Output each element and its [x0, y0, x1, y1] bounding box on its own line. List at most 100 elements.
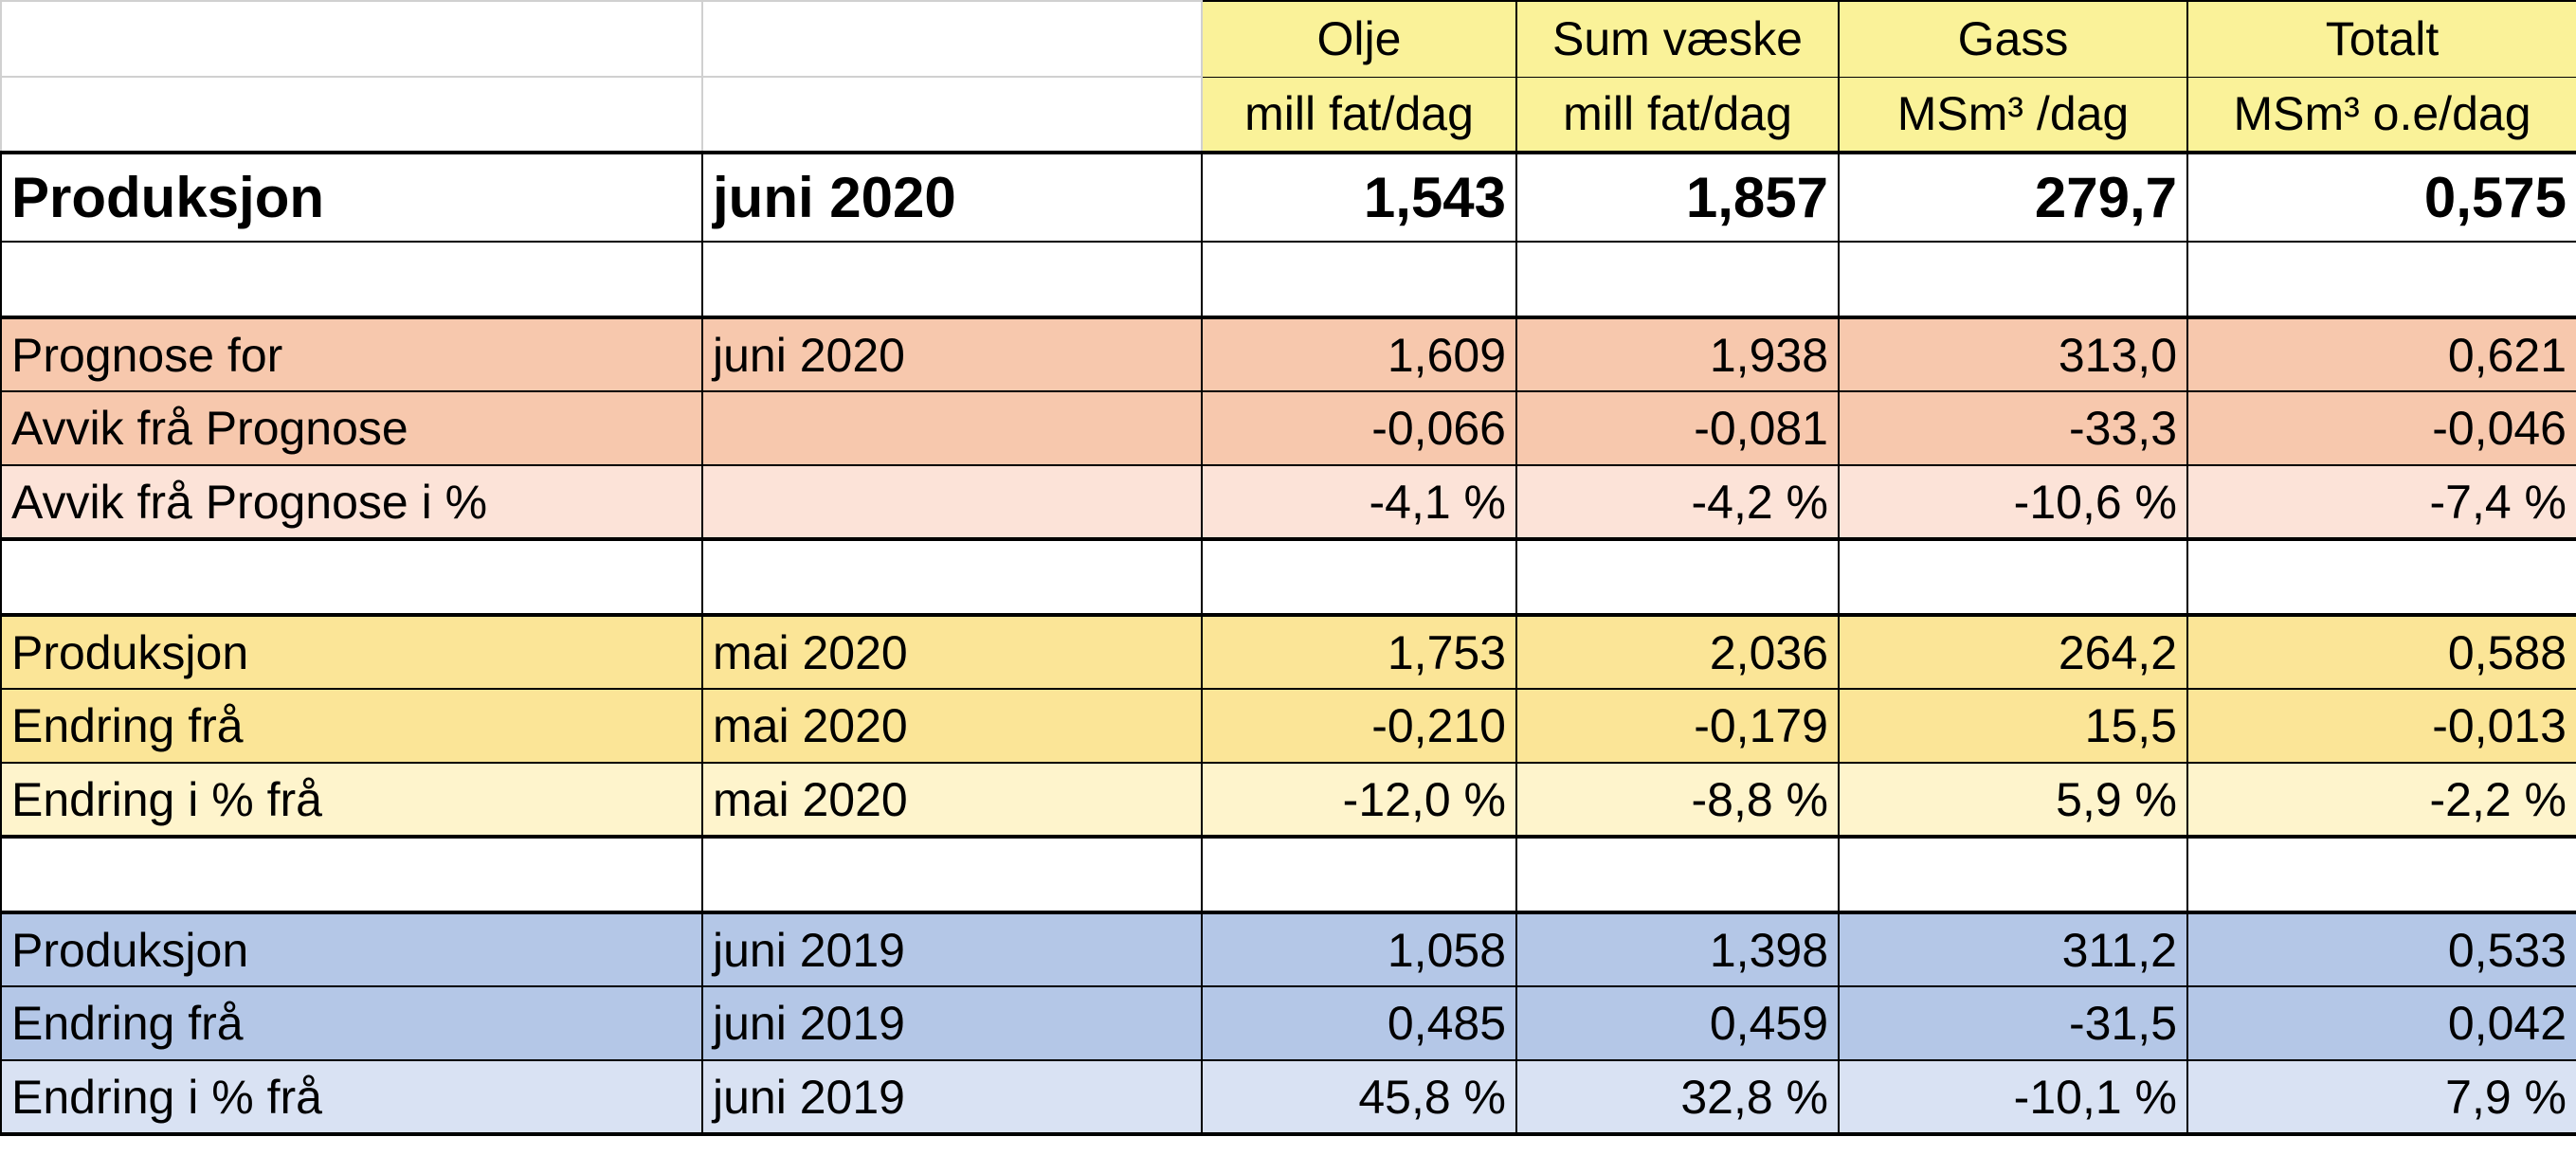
column-header-olje[interactable]: Olje [1201, 0, 1517, 78]
row-label[interactable]: Avvik frå Prognose i % [0, 464, 703, 541]
value-sum-vaeske[interactable]: 2,036 [1515, 614, 1840, 690]
empty-cell[interactable] [701, 241, 1203, 319]
value-sum-vaeske[interactable]: 1,398 [1515, 911, 1840, 987]
value-totalt[interactable]: 0,575 [2186, 151, 2576, 243]
value-gass[interactable]: 311,2 [1838, 911, 2188, 987]
value-olje[interactable]: -4,1 % [1201, 464, 1517, 541]
value-gass[interactable]: 313,0 [1838, 316, 2188, 392]
value-sum-vaeske[interactable]: -0,179 [1515, 688, 1840, 764]
value-olje[interactable]: 45,8 % [1201, 1059, 1517, 1136]
value-gass[interactable]: 5,9 % [1838, 762, 2188, 839]
row-period[interactable]: juni 2020 [701, 151, 1203, 243]
header-row-units: mill fat/dag mill fat/dag MSm³ /dag MSm³… [0, 76, 2576, 154]
empty-cell[interactable] [1515, 538, 1840, 617]
row-period[interactable]: juni 2019 [701, 1059, 1203, 1136]
row-period[interactable]: juni 2019 [701, 985, 1203, 1061]
table-row: Prognose for juni 2020 1,609 1,938 313,0… [0, 316, 2576, 392]
table-row: Produksjon mai 2020 1,753 2,036 264,2 0,… [0, 614, 2576, 690]
header-empty-cell[interactable] [701, 0, 1203, 78]
value-sum-vaeske[interactable]: 1,857 [1515, 151, 1840, 243]
value-gass[interactable]: -10,6 % [1838, 464, 2188, 541]
empty-cell[interactable] [1201, 538, 1517, 617]
value-olje[interactable]: 1,609 [1201, 316, 1517, 392]
value-olje[interactable]: 0,485 [1201, 985, 1517, 1061]
empty-cell[interactable] [1838, 241, 2188, 319]
value-gass[interactable]: -31,5 [1838, 985, 2188, 1061]
value-sum-vaeske[interactable]: -0,081 [1515, 390, 1840, 466]
value-sum-vaeske[interactable]: -4,2 % [1515, 464, 1840, 541]
empty-cell[interactable] [0, 241, 703, 319]
table-row: Endring frå juni 2019 0,485 0,459 -31,5 … [0, 985, 2576, 1061]
value-totalt[interactable]: 0,533 [2186, 911, 2576, 987]
value-sum-vaeske[interactable]: 0,459 [1515, 985, 1840, 1061]
value-totalt[interactable]: -7,4 % [2186, 464, 2576, 541]
value-olje[interactable]: -0,210 [1201, 688, 1517, 764]
row-label[interactable]: Endring i % frå [0, 762, 703, 839]
empty-cell[interactable] [2186, 241, 2576, 319]
empty-cell[interactable] [701, 836, 1203, 914]
row-period[interactable] [701, 390, 1203, 466]
empty-cell[interactable] [2186, 836, 2576, 914]
empty-cell[interactable] [1515, 836, 1840, 914]
table-row: Produksjon juni 2019 1,058 1,398 311,2 0… [0, 911, 2576, 987]
empty-cell[interactable] [0, 836, 703, 914]
row-label[interactable]: Produksjon [0, 911, 703, 987]
value-sum-vaeske[interactable]: 32,8 % [1515, 1059, 1840, 1136]
value-olje[interactable]: -0,066 [1201, 390, 1517, 466]
value-gass[interactable]: 279,7 [1838, 151, 2188, 243]
header-empty-cell[interactable] [0, 0, 703, 78]
header-empty-cell[interactable] [701, 76, 1203, 154]
header-row-names: Olje Sum væske Gass Totalt [0, 0, 2576, 78]
row-label[interactable]: Prognose for [0, 316, 703, 392]
value-gass[interactable]: -10,1 % [1838, 1059, 2188, 1136]
value-olje[interactable]: 1,753 [1201, 614, 1517, 690]
row-period[interactable] [701, 464, 1203, 541]
value-gass[interactable]: -33,3 [1838, 390, 2188, 466]
value-totalt[interactable]: 0,042 [2186, 985, 2576, 1061]
column-header-sum-vaeske[interactable]: Sum væske [1515, 0, 1840, 78]
value-totalt[interactable]: 0,588 [2186, 614, 2576, 690]
empty-cell[interactable] [1838, 836, 2188, 914]
table-row: Endring i % frå juni 2019 45,8 % 32,8 % … [0, 1059, 2576, 1136]
column-unit-gass[interactable]: MSm³ /dag [1838, 76, 2188, 154]
column-header-totalt[interactable]: Totalt [2186, 0, 2576, 78]
value-gass[interactable]: 15,5 [1838, 688, 2188, 764]
value-totalt[interactable]: -2,2 % [2186, 762, 2576, 839]
row-period[interactable]: juni 2019 [701, 911, 1203, 987]
value-sum-vaeske[interactable]: 1,938 [1515, 316, 1840, 392]
row-label[interactable]: Produksjon [0, 151, 703, 243]
row-label[interactable]: Endring frå [0, 688, 703, 764]
empty-cell[interactable] [1201, 241, 1517, 319]
value-totalt[interactable]: 0,621 [2186, 316, 2576, 392]
empty-cell[interactable] [2186, 538, 2576, 617]
value-olje[interactable]: 1,543 [1201, 151, 1517, 243]
header-empty-cell[interactable] [0, 76, 703, 154]
empty-cell[interactable] [1201, 836, 1517, 914]
value-totalt[interactable]: -0,013 [2186, 688, 2576, 764]
column-unit-totalt[interactable]: MSm³ o.e/dag [2186, 76, 2576, 154]
value-gass[interactable]: 264,2 [1838, 614, 2188, 690]
table-row: Endring i % frå mai 2020 -12,0 % -8,8 % … [0, 762, 2576, 839]
value-totalt[interactable]: -0,046 [2186, 390, 2576, 466]
empty-cell[interactable] [701, 538, 1203, 617]
empty-cell[interactable] [0, 538, 703, 617]
row-label[interactable]: Produksjon [0, 614, 703, 690]
spacer-row [0, 836, 2576, 914]
empty-cell[interactable] [1838, 538, 2188, 617]
column-unit-sum-vaeske[interactable]: mill fat/dag [1515, 76, 1840, 154]
value-sum-vaeske[interactable]: -8,8 % [1515, 762, 1840, 839]
column-header-gass[interactable]: Gass [1838, 0, 2188, 78]
row-label[interactable]: Avvik frå Prognose [0, 390, 703, 466]
empty-cell[interactable] [1515, 241, 1840, 319]
column-unit-olje[interactable]: mill fat/dag [1201, 76, 1517, 154]
row-label[interactable]: Endring i % frå [0, 1059, 703, 1136]
value-totalt[interactable]: 7,9 % [2186, 1059, 2576, 1136]
row-period[interactable]: juni 2020 [701, 316, 1203, 392]
value-olje[interactable]: 1,058 [1201, 911, 1517, 987]
value-olje[interactable]: -12,0 % [1201, 762, 1517, 839]
row-period[interactable]: mai 2020 [701, 688, 1203, 764]
row-label[interactable]: Endring frå [0, 985, 703, 1061]
row-period[interactable]: mai 2020 [701, 762, 1203, 839]
row-period[interactable]: mai 2020 [701, 614, 1203, 690]
